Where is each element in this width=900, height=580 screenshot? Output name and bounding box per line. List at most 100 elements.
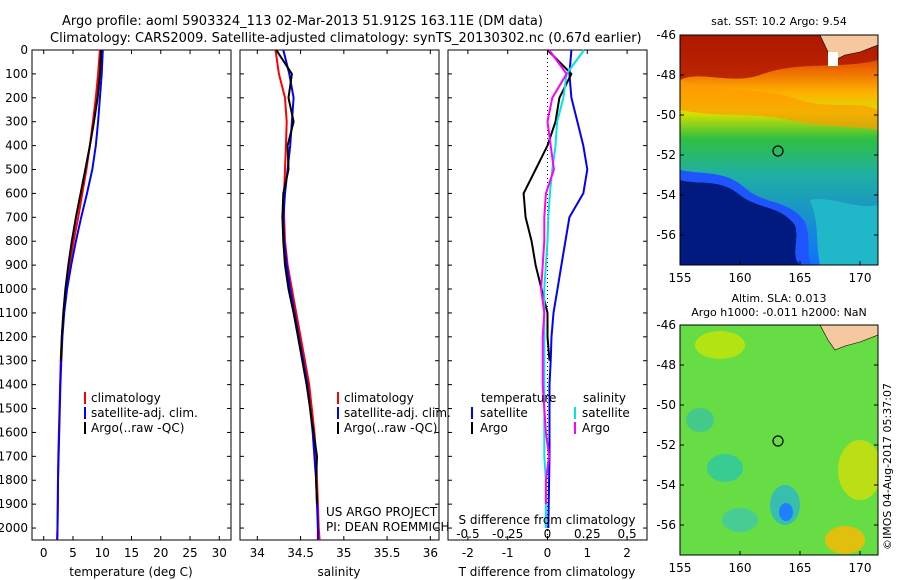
depth-tick-label: 1900 (0, 497, 28, 511)
depth-tick-label: 1400 (0, 378, 28, 392)
temperature-panel-frame (31, 49, 232, 541)
temperature-legend: climatology satellite-adj. clim. Argo(..… (84, 391, 198, 435)
depth-tick-label: 800 (5, 234, 28, 248)
difference-t-x-tick-label: 1 (583, 546, 591, 560)
sla-map-axes: -46 -48 -50 -52 -54 -56 155 160 165 170 (656, 318, 878, 575)
map-y-tick-label: -54 (656, 188, 676, 202)
sla-yellow-patch-2 (838, 440, 878, 500)
map-y-tick-label: -52 (656, 438, 676, 452)
map-y-tick-label: -46 (656, 318, 676, 332)
salinity-legend: climatology satellite-adj. clim. Argo(..… (337, 391, 451, 435)
map-y-tick-label: -46 (656, 28, 676, 42)
salinity-x-label: salinity (317, 565, 360, 579)
sst-light-blue-patch (810, 198, 878, 265)
sla-yellow-patch-1 (695, 331, 745, 359)
sst-cold-water (680, 180, 800, 265)
legend-label-temp-satellite: satellite (480, 406, 528, 420)
depth-tick-label: 700 (5, 210, 28, 224)
temperature-x-tick-label: 5 (69, 546, 77, 560)
legend-label-argo: Argo(..raw -QC) (91, 421, 184, 435)
salinity-x-tick-label: 34 (250, 546, 265, 560)
sla-cyan-patch-1 (707, 454, 743, 482)
map-x-tick-label: 155 (669, 561, 692, 575)
map-y-tick-label: -50 (656, 108, 676, 122)
temperature-line-argo (60, 49, 103, 361)
sst-map (680, 35, 878, 265)
depth-tick-label: 1200 (0, 330, 28, 344)
map-x-tick-label: 170 (849, 271, 872, 285)
difference-t-x-tick-label: 2 (623, 546, 631, 560)
imos-timestamp: ©IMOS 04-Aug-2017 05:37:07 (881, 383, 894, 550)
depth-axis: 0 100 200 300 400 500 600 700 800 900 1000 1100 1200… (0, 43, 647, 535)
salinity-line-climatology (274, 49, 321, 541)
sla-map-title-2: Argo h1000: -0.011 h2000: NaN (691, 306, 867, 319)
difference-line-temp-argo (522, 49, 573, 361)
legend-label-temp-argo: Argo (480, 421, 508, 435)
sst-float-marker (772, 145, 784, 157)
sla-cyan-patch-4 (686, 408, 714, 432)
sla-cyan-patch-3 (722, 508, 758, 532)
salinity-x-tick-label: 36 (423, 546, 438, 560)
legend-title-temperature: temperature (481, 391, 556, 405)
temperature-x-tick-label: 25 (182, 546, 197, 560)
legend-label-satellite: satellite-adj. clim. (344, 406, 451, 420)
map-y-tick-label: -56 (656, 228, 676, 242)
map-x-tick-label: 160 (729, 271, 752, 285)
difference-s-x-tick-label: -0.25 (492, 527, 523, 541)
difference-s-x-tick-label: 0.25 (574, 527, 601, 541)
map-x-tick-label: 160 (729, 561, 752, 575)
difference-line-sal-satellite (543, 49, 585, 528)
salinity-x-tick-label: 34.5 (287, 546, 314, 560)
depth-tick-label: 500 (5, 163, 28, 177)
sla-map-frame (679, 324, 879, 556)
salinity-x-tick-label: 35 (336, 546, 351, 560)
sst-missing-data (828, 52, 838, 66)
legend-title-salinity: salinity (583, 391, 626, 405)
depth-tick-label: 1000 (0, 282, 28, 296)
map-y-tick-label: -56 (656, 518, 676, 532)
map-y-tick-label: -48 (656, 358, 676, 372)
difference-line-temp-satellite (547, 49, 589, 529)
map-y-tick-label: -54 (656, 478, 676, 492)
temperature-x-tick-label: 10 (95, 546, 110, 560)
depth-tick-label: 1600 (0, 425, 28, 439)
header-line-2: Climatology: CARS2009. Satellite-adjuste… (50, 31, 642, 46)
difference-s-x-tick-label: -0.5 (456, 527, 479, 541)
depth-tick-label: 400 (5, 139, 28, 153)
header-line-1: Argo profile: aoml 5903324_113 02-Mar-20… (62, 14, 543, 29)
temperature-series (56, 49, 104, 541)
temperature-x-label: temperature (deg C) (69, 565, 192, 579)
salinity-line-argo (275, 49, 318, 505)
legend-label-climatology: climatology (91, 391, 161, 405)
sst-orange-band (680, 80, 878, 130)
depth-tick-label: 900 (5, 258, 28, 272)
difference-t-x-tick-label: -2 (462, 546, 474, 560)
depth-tick-label: 1500 (0, 402, 28, 416)
sla-yellow-patch-3 (825, 526, 865, 554)
depth-tick-label: 1800 (0, 473, 28, 487)
depth-tick-label: 200 (5, 91, 28, 105)
depth-tick-label: 100 (5, 67, 28, 81)
map-y-tick-label: -50 (656, 398, 676, 412)
temperature-line-satellite (56, 49, 104, 541)
sla-map-title-1: Altim. SLA: 0.013 (731, 292, 826, 305)
depth-tick-label: 0 (20, 43, 28, 57)
map-x-tick-label: 170 (849, 561, 872, 575)
depth-tick-label: 1300 (0, 354, 28, 368)
legend-label-climatology: climatology (344, 391, 414, 405)
legend-label-argo: Argo(..raw -QC) (344, 421, 437, 435)
depth-tick-label: 300 (5, 115, 28, 129)
difference-s-x-tick-label: 0.5 (618, 527, 637, 541)
difference-t-x-tick-label: -1 (502, 546, 514, 560)
salinity-line-satellite (282, 49, 319, 540)
salinity-panel-frame (239, 49, 440, 541)
map-x-tick-label: 165 (789, 271, 812, 285)
difference-line-sal-argo (540, 49, 568, 505)
credit-pi: PI: DEAN ROEMMICH (326, 520, 449, 534)
depth-tick-label: 1100 (0, 306, 28, 320)
depth-tick-label: 2000 (0, 521, 28, 535)
sst-map-title: sat. SST: 10.2 Argo: 9.54 (711, 15, 847, 28)
difference-legend: temperature salinity satellite Argo sate… (471, 391, 630, 435)
